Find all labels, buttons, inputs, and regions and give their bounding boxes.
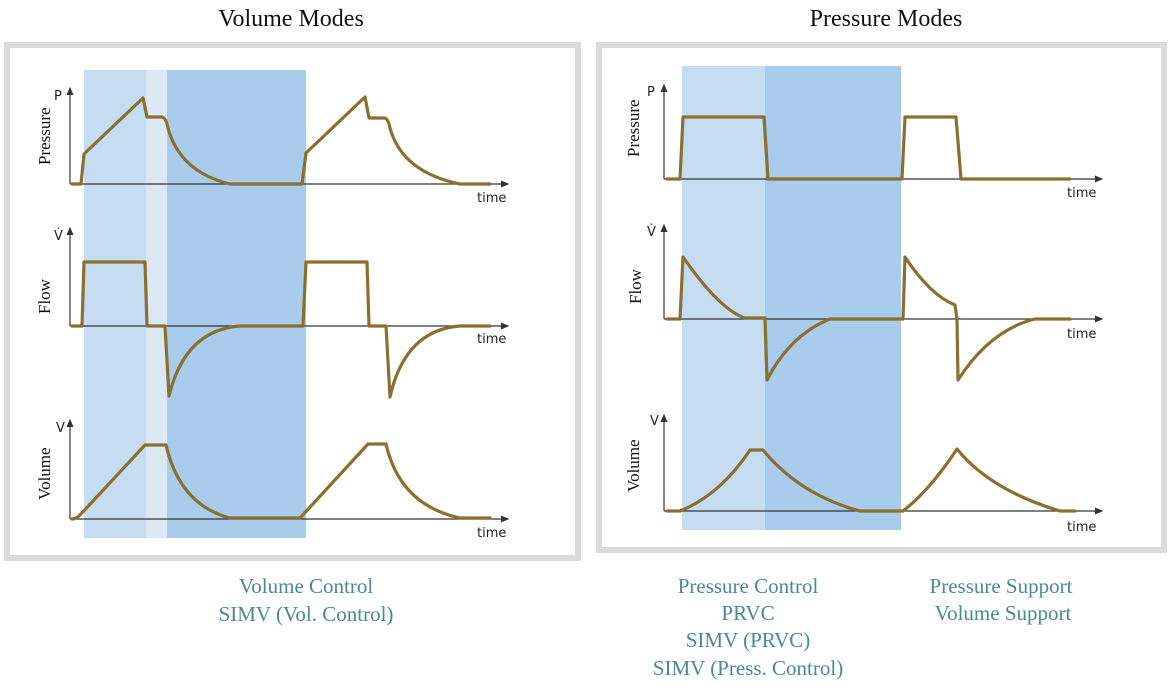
time-label: time — [1067, 520, 1096, 535]
volume-curve — [70, 442, 492, 521]
p-symbol: P — [647, 85, 655, 100]
volume-modes-title: Volume Modes — [218, 6, 364, 32]
volume-curve — [665, 447, 1077, 513]
caption-pressure-control: Pressure Control — [678, 574, 819, 598]
time-label: time — [477, 332, 506, 347]
pressure-curve — [70, 95, 492, 186]
pressure-modes-title: Pressure Modes — [810, 6, 963, 32]
inspiration-band — [682, 66, 765, 530]
p-symbol: P — [54, 89, 62, 104]
expiration-band — [167, 70, 306, 538]
time-label: time — [477, 191, 506, 206]
caption-simv-prvc: SIMV (PRVC) — [686, 628, 811, 652]
caption-volume-support: Volume Support — [935, 601, 1072, 625]
caption-simv-press-control: SIMV (Press. Control) — [653, 656, 843, 680]
flow-curve — [70, 260, 492, 399]
pressure-modes-panel: Pressure P time Flow V̇ time Volume V ti… — [596, 42, 1167, 553]
volume-axis-label: Volume — [35, 447, 54, 500]
caption-pressure-support: Pressure Support — [930, 574, 1073, 598]
time-label: time — [1067, 186, 1096, 201]
volume-modes-panel: Pressure P time Flow V̇ time Volume V ti… — [4, 42, 581, 561]
v-symbol: V — [650, 414, 659, 429]
caption-prvc: PRVC — [721, 601, 774, 625]
pressure-curve — [665, 115, 1072, 181]
flow-curve — [665, 255, 1072, 382]
flow-axis-label: Flow — [626, 268, 645, 304]
flow-symbol: V̇ — [54, 229, 63, 244]
inspiration-band — [84, 70, 146, 538]
caption-volume-control: Volume Control — [239, 574, 374, 598]
volume-axis-label: Volume — [624, 439, 643, 492]
pressure-axis-label: Pressure — [35, 107, 54, 165]
expiration-band — [765, 66, 901, 530]
pause-band — [146, 70, 167, 538]
time-label: time — [477, 526, 506, 541]
caption-simv-vol-control: SIMV (Vol. Control) — [219, 602, 394, 626]
time-label: time — [1067, 327, 1096, 342]
pressure-axis-label: Pressure — [624, 99, 643, 157]
flow-axis-label: Flow — [35, 278, 54, 314]
flow-symbol: V̇ — [647, 225, 656, 240]
v-symbol: V — [56, 421, 65, 436]
